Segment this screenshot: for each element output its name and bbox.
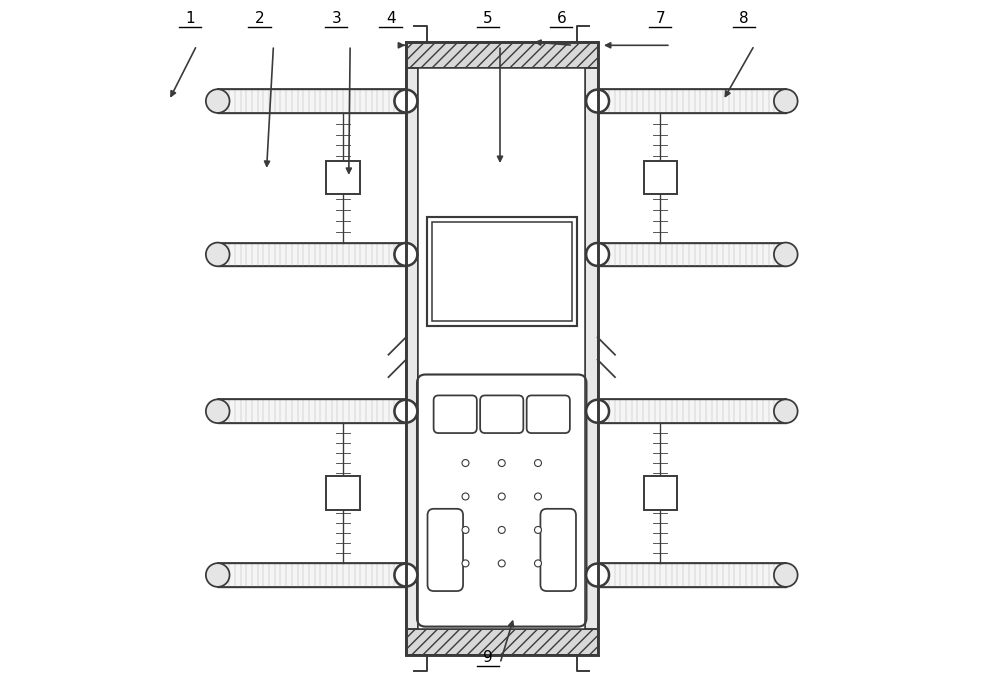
Circle shape xyxy=(586,89,609,113)
Text: 8: 8 xyxy=(739,10,749,26)
Circle shape xyxy=(498,560,505,567)
Circle shape xyxy=(395,90,417,112)
Text: 9: 9 xyxy=(483,650,493,665)
FancyBboxPatch shape xyxy=(428,509,463,591)
Circle shape xyxy=(535,493,541,500)
Circle shape xyxy=(535,526,541,533)
Bar xyxy=(218,89,406,113)
Circle shape xyxy=(462,459,469,466)
Text: 3: 3 xyxy=(331,10,341,26)
Circle shape xyxy=(462,526,469,533)
Circle shape xyxy=(206,399,230,423)
Circle shape xyxy=(586,243,609,266)
Circle shape xyxy=(206,563,230,587)
Bar xyxy=(218,563,406,587)
FancyBboxPatch shape xyxy=(527,395,570,433)
Bar xyxy=(644,477,677,510)
Circle shape xyxy=(586,563,609,587)
FancyBboxPatch shape xyxy=(417,374,586,627)
Bar xyxy=(644,161,677,194)
Text: 1: 1 xyxy=(185,10,195,26)
Text: 6: 6 xyxy=(556,10,566,26)
Text: 7: 7 xyxy=(655,10,665,26)
Circle shape xyxy=(394,399,418,423)
Circle shape xyxy=(535,560,541,567)
Bar xyxy=(406,629,598,655)
Circle shape xyxy=(394,89,418,113)
FancyBboxPatch shape xyxy=(480,395,523,433)
Bar xyxy=(432,222,572,321)
Circle shape xyxy=(462,493,469,500)
Circle shape xyxy=(586,564,609,586)
Bar xyxy=(418,68,585,629)
Circle shape xyxy=(206,89,230,113)
Circle shape xyxy=(586,400,609,422)
Text: 2: 2 xyxy=(255,10,264,26)
Bar xyxy=(585,68,598,629)
Bar xyxy=(406,68,418,629)
Bar xyxy=(326,477,360,510)
Text: 5: 5 xyxy=(483,10,493,26)
Bar xyxy=(406,42,598,68)
Circle shape xyxy=(586,399,609,423)
Circle shape xyxy=(498,459,505,466)
Circle shape xyxy=(498,526,505,533)
Circle shape xyxy=(395,400,417,422)
Circle shape xyxy=(586,243,609,266)
Circle shape xyxy=(586,90,609,112)
Circle shape xyxy=(394,243,418,266)
FancyBboxPatch shape xyxy=(434,395,477,433)
Bar xyxy=(598,399,786,423)
Bar xyxy=(418,68,585,629)
Circle shape xyxy=(498,493,505,500)
Text: 4: 4 xyxy=(386,10,395,26)
Circle shape xyxy=(774,563,798,587)
Circle shape xyxy=(462,560,469,567)
Bar xyxy=(218,243,406,266)
FancyBboxPatch shape xyxy=(540,509,576,591)
Circle shape xyxy=(395,564,417,586)
Circle shape xyxy=(774,89,798,113)
Circle shape xyxy=(774,243,798,266)
Bar xyxy=(218,399,406,423)
Circle shape xyxy=(206,243,230,266)
Circle shape xyxy=(395,243,417,266)
Bar xyxy=(427,217,577,326)
Bar xyxy=(406,42,598,655)
Circle shape xyxy=(774,399,798,423)
Bar xyxy=(326,161,360,194)
Bar xyxy=(598,243,786,266)
Circle shape xyxy=(535,459,541,466)
Bar xyxy=(598,563,786,587)
Circle shape xyxy=(394,563,418,587)
Bar xyxy=(598,89,786,113)
